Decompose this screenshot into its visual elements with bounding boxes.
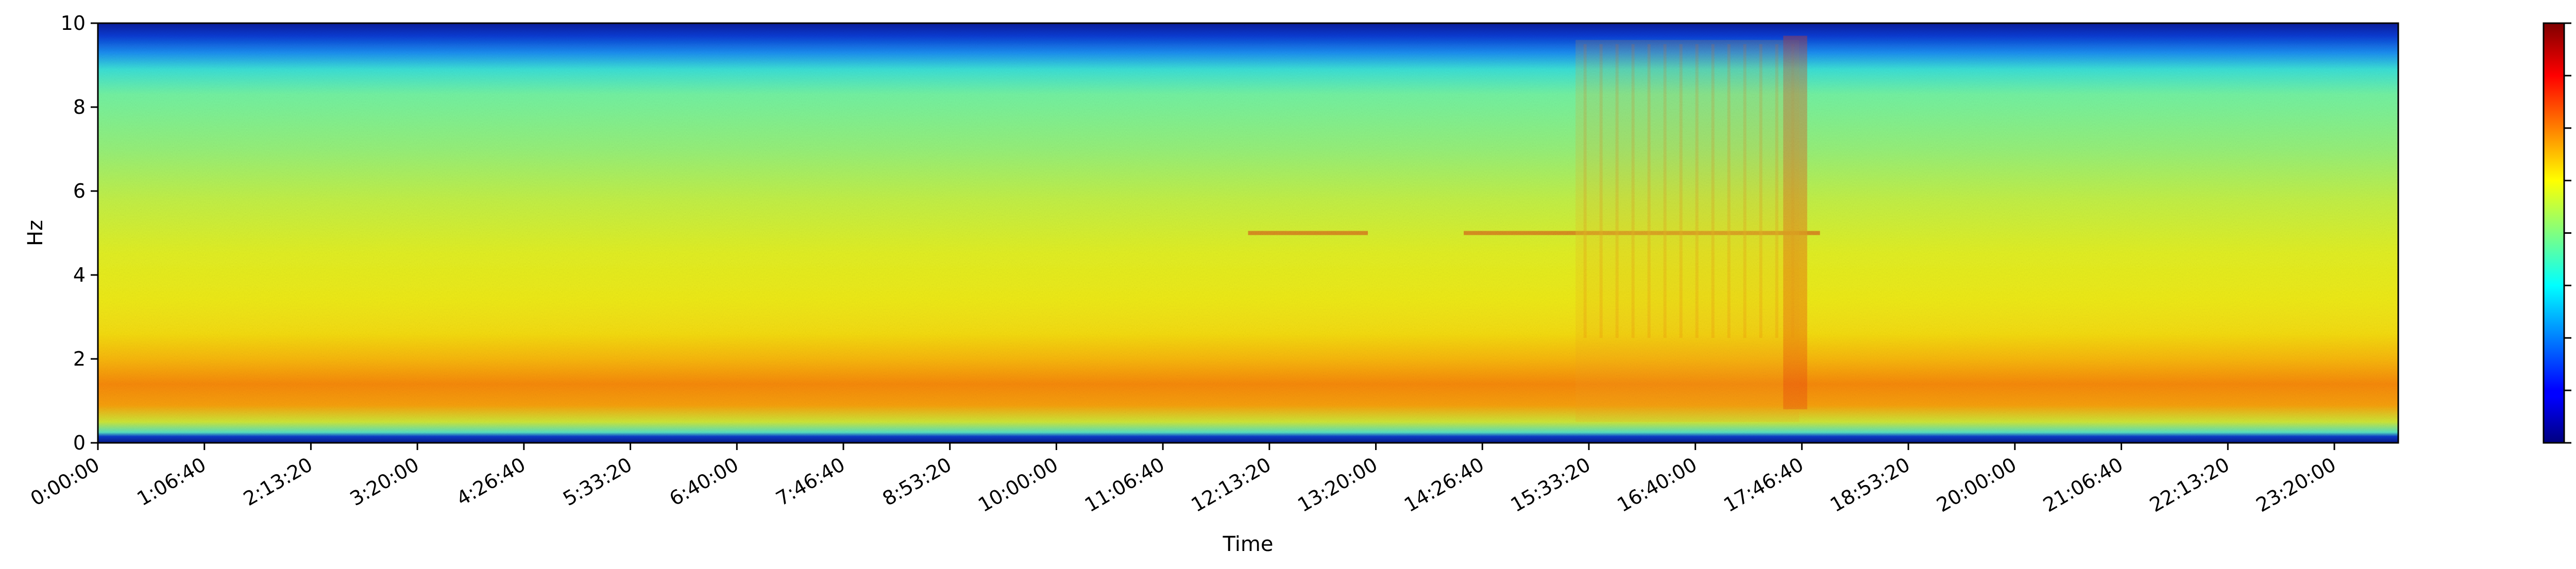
- x-tick-label: 7:46:40: [772, 453, 849, 510]
- x-tick-label: 21:06:40: [2039, 453, 2127, 516]
- y-tick-label: 0: [73, 432, 86, 454]
- y-axis-label: Hz: [24, 220, 47, 246]
- x-tick-label: 22:13:20: [2146, 453, 2233, 516]
- x-tick-label: 11:06:40: [1081, 453, 1168, 516]
- x-tick-label: 2:13:20: [240, 453, 316, 510]
- x-tick-label: 12:13:20: [1188, 453, 1275, 516]
- x-tick-label: 13:20:00: [1294, 453, 1381, 516]
- x-tick-label: 0:00:00: [27, 453, 104, 510]
- plot-frame: [97, 22, 2399, 444]
- x-tick-label: 4:26:40: [452, 453, 529, 510]
- y-tick-label: 10: [61, 12, 86, 35]
- x-tick-label: 14:26:40: [1400, 453, 1488, 516]
- x-tick-label: 16:40:00: [1613, 453, 1701, 516]
- x-tick-label: 20:00:00: [1933, 453, 2021, 516]
- y-tick-label: 6: [73, 180, 86, 202]
- spectrogram-noise-texture: [98, 23, 2398, 443]
- colorbar: +0 dB-10 dB-20 dB-30 dB-40 dB-50 dB-60 d…: [2543, 22, 2571, 444]
- x-tick-label: 23:20:00: [2252, 453, 2340, 516]
- x-tick-label: 18:53:20: [1826, 453, 1914, 516]
- y-tick-label: 4: [73, 264, 86, 286]
- y-tick-label: 8: [73, 96, 86, 118]
- x-tick-label: 8:53:20: [878, 453, 955, 510]
- x-axis-label: Time: [1223, 532, 1274, 556]
- x-tick-label: 1:06:40: [133, 453, 210, 510]
- x-tick-label: 15:33:20: [1507, 453, 1595, 516]
- x-tick-label: 5:33:20: [559, 453, 636, 510]
- x-tick-label: 17:46:40: [1720, 453, 1807, 516]
- y-tick-label: 2: [73, 348, 86, 370]
- colorbar-ticks: +0 dB-10 dB-20 dB-30 dB-40 dB-50 dB-60 d…: [2564, 22, 2571, 444]
- spectrogram-plot-area: [97, 22, 2399, 444]
- colorbar-gradient: [2543, 22, 2565, 444]
- x-axis: 0:00:00 1:06:40 2:13:20 3:20:00 4:26:40 5:33:…: [27, 443, 2340, 516]
- y-axis: 0 2 4 6 8 10: [61, 12, 98, 454]
- x-tick-label: 6:40:00: [666, 453, 742, 510]
- x-tick-label: 3:20:00: [346, 453, 423, 510]
- x-tick-label: 10:00:00: [974, 453, 1062, 516]
